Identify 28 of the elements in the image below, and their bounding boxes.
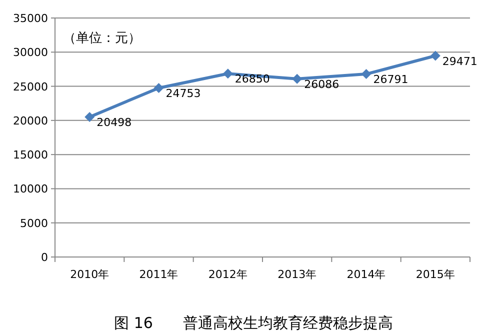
- x-tick-label: 2015年: [416, 268, 455, 281]
- x-tick-label: 2013年: [278, 268, 317, 281]
- data-label: 26086: [304, 78, 340, 91]
- data-label: 20498: [96, 116, 132, 130]
- y-tick-label: 5000: [20, 216, 48, 230]
- y-tick-label: 30000: [13, 46, 48, 60]
- y-tick-label: 15000: [13, 148, 48, 162]
- y-tick-label: 0: [41, 251, 48, 264]
- x-tick-label: 2010年: [70, 268, 110, 281]
- point: [430, 50, 440, 61]
- point: [154, 82, 164, 93]
- data-label: 26791: [373, 73, 408, 86]
- point: [84, 112, 95, 122]
- data-label: 26850: [234, 72, 270, 86]
- point: [361, 69, 372, 80]
- data-label: 29471: [442, 54, 478, 68]
- text: 图 16 普通高校生均教育经费稳步提高: [114, 314, 393, 332]
- y-tick-label: 35000: [13, 12, 48, 25]
- y-axis-title: （单位：元）: [63, 31, 141, 46]
- data-label: 24753: [166, 86, 201, 100]
- x-tick-label: 2014年: [346, 268, 386, 281]
- y-tick-label: 10000: [13, 182, 48, 196]
- point: [222, 68, 233, 79]
- x-tick-label: 2012年: [208, 268, 248, 281]
- y-tick-label: 20000: [13, 114, 48, 128]
- y-tick-label: 25000: [13, 80, 48, 94]
- point: [292, 74, 302, 84]
- x-tick-label: 2011年: [139, 268, 178, 281]
